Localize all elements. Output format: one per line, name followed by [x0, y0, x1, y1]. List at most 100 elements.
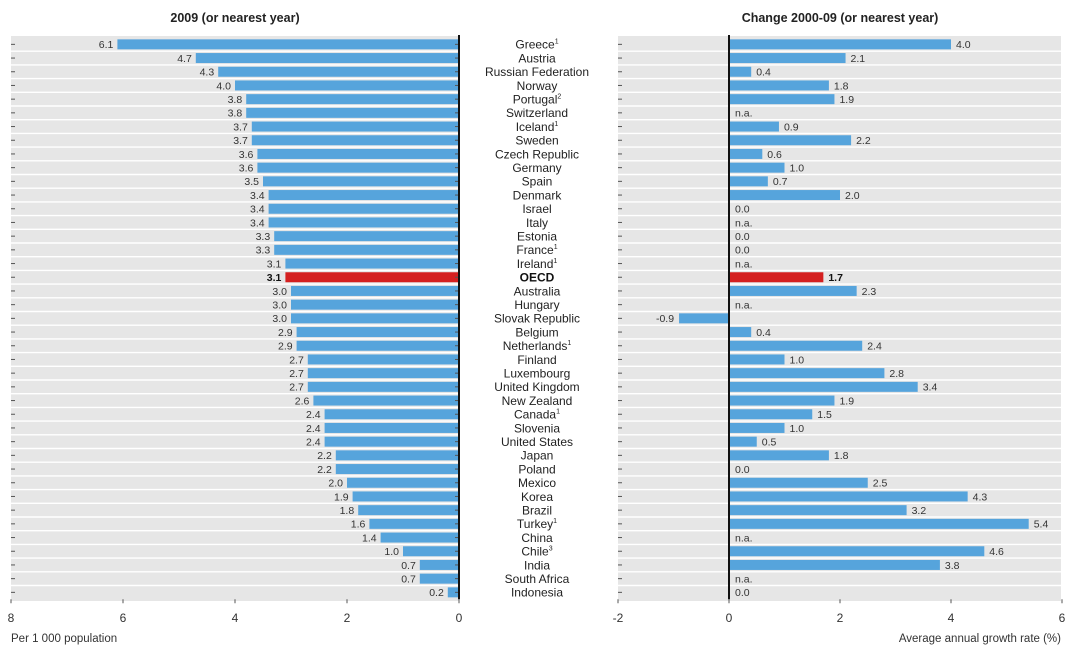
- right-bar: [729, 66, 752, 77]
- country-label: Estonia: [517, 229, 557, 243]
- right-bar: [729, 121, 779, 132]
- right-data-label: n.a.: [735, 108, 753, 120]
- left-bar: [195, 53, 460, 64]
- country-label: New Zealand: [502, 394, 573, 408]
- right-bar: [729, 505, 907, 516]
- left-bar: [307, 381, 459, 392]
- right-data-label: 0.0: [735, 204, 750, 216]
- left-bar: [403, 546, 459, 557]
- right-data-label: 2.8: [889, 368, 904, 380]
- right-bar: [729, 190, 840, 201]
- right-bar: [729, 272, 824, 283]
- left-data-label: 2.7: [289, 368, 304, 380]
- left-bar: [268, 203, 459, 214]
- right-x-tick-label: 4: [948, 611, 955, 625]
- right-bar: [729, 176, 768, 187]
- country-label: Mexico: [518, 476, 556, 490]
- right-bar: [729, 148, 763, 159]
- country-label: Austria: [518, 51, 556, 65]
- left-x-tick-label: 6: [120, 611, 127, 625]
- left-data-label: 1.0: [384, 546, 399, 558]
- left-data-label: 1.9: [334, 491, 349, 503]
- left-data-label: 2.2: [317, 464, 332, 476]
- right-data-label: 0.6: [767, 149, 782, 161]
- right-bar: [729, 518, 1029, 529]
- country-label: Hungary: [514, 298, 559, 312]
- left-data-label: 3.0: [272, 299, 287, 311]
- left-data-label: 2.9: [278, 327, 293, 339]
- country-label: Slovenia: [514, 421, 560, 435]
- right-data-label: 0.9: [784, 121, 799, 133]
- left-bar: [447, 587, 459, 598]
- right-data-label: 0.7: [773, 176, 788, 188]
- left-bar: [324, 436, 459, 447]
- left-bar: [352, 491, 459, 502]
- right-bar: [729, 94, 835, 105]
- right-bar: [729, 327, 752, 338]
- country-label: Japan: [521, 449, 554, 463]
- left-x-tick-label: 8: [8, 611, 15, 625]
- left-data-label: 2.4: [306, 436, 321, 448]
- right-bar: [729, 395, 835, 406]
- left-data-label: 3.0: [272, 313, 287, 325]
- right-data-label: n.a.: [735, 299, 753, 311]
- left-bar: [257, 148, 459, 159]
- country-label: Russian Federation: [485, 65, 589, 79]
- country-label: Finland: [517, 353, 556, 367]
- country-label: Switzerland: [506, 106, 568, 120]
- right-row-separators: [618, 50, 1061, 587]
- left-bar: [251, 121, 459, 132]
- right-bar: [729, 450, 829, 461]
- left-bar: [218, 66, 459, 77]
- left-bar: [419, 573, 459, 584]
- right-data-label: 5.4: [1034, 519, 1049, 531]
- right-x-tick-label: 6: [1059, 611, 1065, 625]
- right-data-label: 0.0: [735, 231, 750, 243]
- right-data-label: 1.9: [839, 395, 854, 407]
- left-bar: [263, 176, 459, 187]
- country-label: Israel: [522, 202, 551, 216]
- left-bar: [235, 80, 459, 91]
- left-data-label: 0.2: [429, 587, 444, 599]
- left-data-label: 0.7: [401, 560, 416, 572]
- country-label: Slovak Republic: [494, 312, 580, 326]
- country-label: Czech Republic: [495, 147, 579, 161]
- right-bar: [729, 285, 857, 296]
- left-bar: [268, 190, 459, 201]
- right-bar: [729, 53, 846, 64]
- right-data-label: n.a.: [735, 573, 753, 585]
- right-bar: [729, 546, 985, 557]
- country-label: Poland: [518, 462, 555, 476]
- right-data-label: 1.0: [790, 162, 805, 174]
- right-bar: [729, 559, 940, 570]
- left-bar: [313, 395, 459, 406]
- right-bar: [729, 491, 968, 502]
- left-bar: [285, 272, 459, 283]
- left-bar: [380, 532, 459, 543]
- right-data-label: n.a.: [735, 532, 753, 544]
- right-chart-title: Change 2000-09 (or nearest year): [742, 11, 939, 25]
- left-bar: [291, 299, 459, 310]
- right-data-label: 1.8: [834, 450, 849, 462]
- left-x-tick-label: 0: [456, 611, 463, 625]
- left-bar: [274, 231, 459, 242]
- left-data-label: 3.8: [228, 108, 243, 120]
- right-data-label: 4.3: [973, 491, 988, 503]
- right-data-label: 0.4: [756, 327, 771, 339]
- right-bar: [729, 381, 918, 392]
- right-data-label: 4.0: [956, 39, 971, 51]
- left-bar: [347, 477, 459, 488]
- left-data-label: 3.1: [267, 258, 282, 270]
- right-data-label: 1.5: [817, 409, 832, 421]
- left-data-label: 2.7: [289, 382, 304, 394]
- left-data-label: 2.7: [289, 354, 304, 366]
- left-bar: [335, 450, 459, 461]
- left-chart-title: 2009 (or nearest year): [170, 11, 299, 25]
- left-data-labels: 6.14.74.34.03.83.83.73.73.63.63.53.43.43…: [99, 39, 444, 599]
- country-label: Ireland1: [517, 257, 558, 271]
- left-bar: [369, 518, 459, 529]
- left-bar: [324, 422, 459, 433]
- left-bar: [285, 258, 459, 269]
